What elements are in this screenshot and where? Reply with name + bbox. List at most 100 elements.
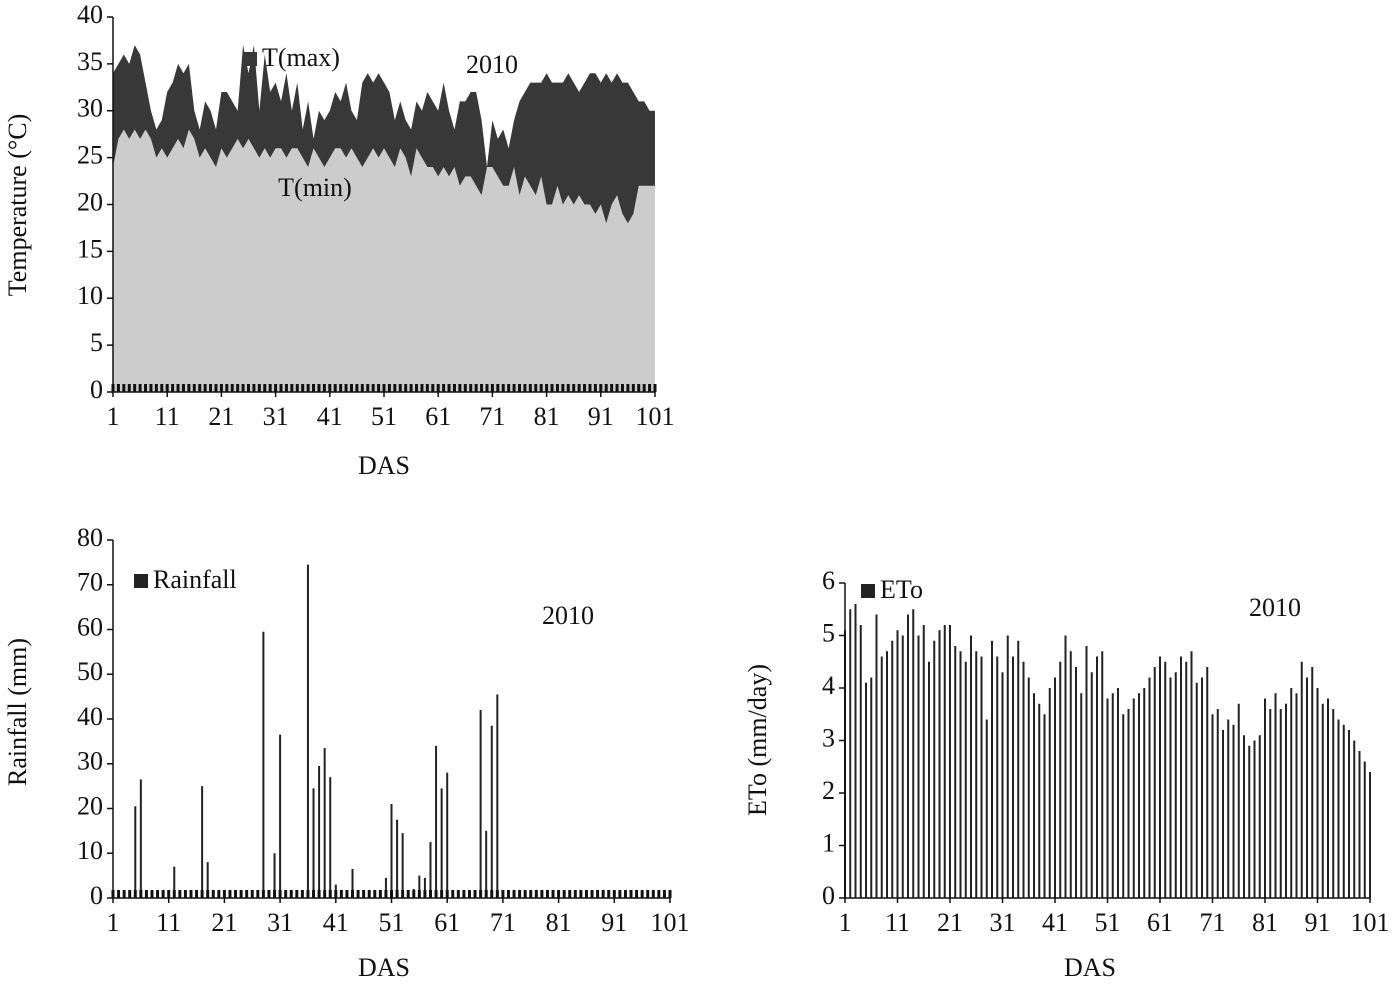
bar: [1295, 693, 1298, 898]
bar: [1048, 688, 1051, 898]
bar: [875, 614, 878, 898]
bar: [273, 853, 276, 898]
y-tick-label: 15: [77, 234, 103, 263]
y-tick-label: 30: [77, 94, 103, 123]
x-tick-label: 81: [534, 402, 560, 431]
y-tick-label: 35: [77, 47, 103, 76]
bar: [418, 875, 421, 898]
annotation: 2010: [1249, 593, 1301, 622]
bar: [928, 661, 930, 898]
bar: [1033, 693, 1035, 898]
y-tick-label: 70: [77, 568, 103, 597]
x-tick-label: 41: [1042, 908, 1068, 937]
y-tick-label: 40: [77, 0, 103, 29]
x-tick-label: 101: [1351, 908, 1390, 937]
bar: [485, 830, 488, 898]
bar: [134, 806, 137, 898]
bar: [1006, 635, 1009, 898]
x-tick-label: 61: [434, 908, 460, 937]
bar: [1111, 693, 1114, 898]
bar: [1148, 677, 1151, 898]
bar: [1153, 667, 1156, 898]
x-tick-label: 81: [546, 908, 572, 937]
bar: [1211, 714, 1214, 898]
x-axis-label: DAS: [358, 953, 410, 982]
bar: [1327, 698, 1329, 898]
bar: [1117, 688, 1119, 898]
bar: [886, 651, 888, 898]
x-tick-label: 11: [885, 908, 910, 937]
bar: [964, 661, 967, 898]
bar: [351, 868, 354, 898]
x-tick-label: 61: [1147, 908, 1173, 937]
bar: [1127, 709, 1130, 898]
bar: [1012, 656, 1014, 898]
y-axis-label: ETo (mm/day): [743, 664, 772, 816]
bar: [970, 635, 972, 898]
bar: [1358, 751, 1361, 898]
bar: [901, 635, 904, 898]
legend-label: ETo: [880, 575, 923, 604]
y-tick-label: 2: [822, 776, 835, 805]
bar: [1279, 709, 1282, 898]
bar: [954, 646, 957, 898]
bar: [1027, 677, 1030, 898]
bar: [938, 630, 941, 898]
bar: [1038, 703, 1041, 898]
legend-label: T(max): [262, 43, 340, 72]
bar: [323, 748, 326, 898]
bar: [1206, 667, 1209, 898]
bar: [1300, 661, 1303, 898]
bar: [1143, 688, 1146, 898]
bar: [943, 625, 946, 898]
legend-swatch: [861, 584, 875, 598]
bar: [1075, 667, 1077, 898]
bar: [312, 788, 315, 898]
bar: [865, 682, 867, 898]
bar: [1132, 698, 1135, 898]
bar: [1185, 661, 1188, 898]
bar: [446, 772, 449, 898]
x-tick-label: 101: [636, 402, 675, 431]
bar: [329, 777, 332, 898]
bar: [1369, 772, 1371, 898]
annotation: 2010: [466, 50, 518, 79]
bar: [1096, 656, 1098, 898]
bar: [1122, 714, 1125, 898]
bar: [1342, 724, 1345, 898]
bar: [933, 640, 936, 898]
x-tick-label: 21: [211, 908, 237, 937]
y-tick-label: 10: [77, 281, 103, 310]
bar: [991, 640, 993, 898]
bar: [201, 786, 204, 898]
bar: [429, 842, 432, 898]
x-tick-label: 51: [379, 908, 405, 937]
bar: [1043, 714, 1046, 898]
bar: [1101, 651, 1104, 898]
bar: [1243, 735, 1245, 898]
bar: [1316, 688, 1319, 898]
bar: [401, 833, 404, 898]
bar: [1285, 703, 1287, 898]
bar: [1321, 703, 1324, 898]
bar: [854, 604, 857, 898]
bar: [1169, 677, 1172, 898]
y-tick-label: 10: [77, 836, 103, 865]
bar: [306, 564, 309, 898]
x-tick-label: 1: [839, 908, 852, 937]
bar: [849, 609, 852, 898]
bar: [1201, 677, 1203, 898]
y-tick-label: 20: [77, 187, 103, 216]
y-tick-label: 6: [822, 566, 835, 595]
y-tick-label: 0: [90, 881, 103, 910]
bar: [907, 614, 909, 898]
bar: [1090, 672, 1093, 898]
y-tick-label: 3: [822, 723, 835, 752]
bar: [1080, 693, 1083, 898]
x-tick-label: 41: [323, 908, 349, 937]
bar: [917, 635, 920, 898]
y-tick-label: 4: [822, 671, 835, 700]
bar: [262, 631, 265, 898]
y-tick-label: 1: [822, 828, 835, 857]
